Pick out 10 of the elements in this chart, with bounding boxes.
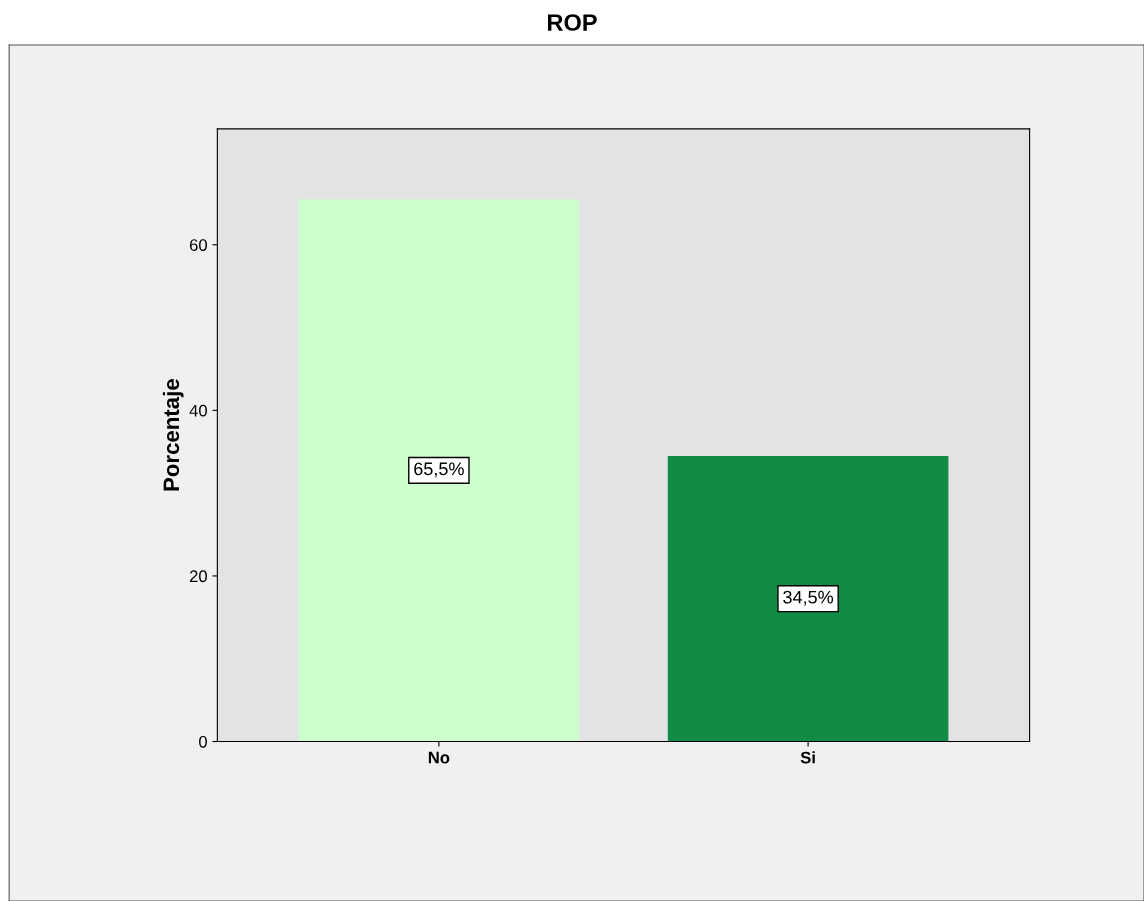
x-tick-label: Si — [800, 751, 815, 764]
y-tick-label: 20 — [189, 570, 207, 583]
y-tick-label: 0 — [199, 735, 207, 748]
data-label: 65,5% — [414, 462, 464, 478]
chart-title: ROP — [548, 14, 597, 31]
data-label: 34,5% — [783, 590, 834, 606]
y-axis-title: Porcentaje — [162, 379, 184, 491]
x-tick-label: No — [428, 751, 450, 764]
y-tick-label: 60 — [189, 239, 207, 251]
y-tick-label: 40 — [189, 404, 207, 417]
